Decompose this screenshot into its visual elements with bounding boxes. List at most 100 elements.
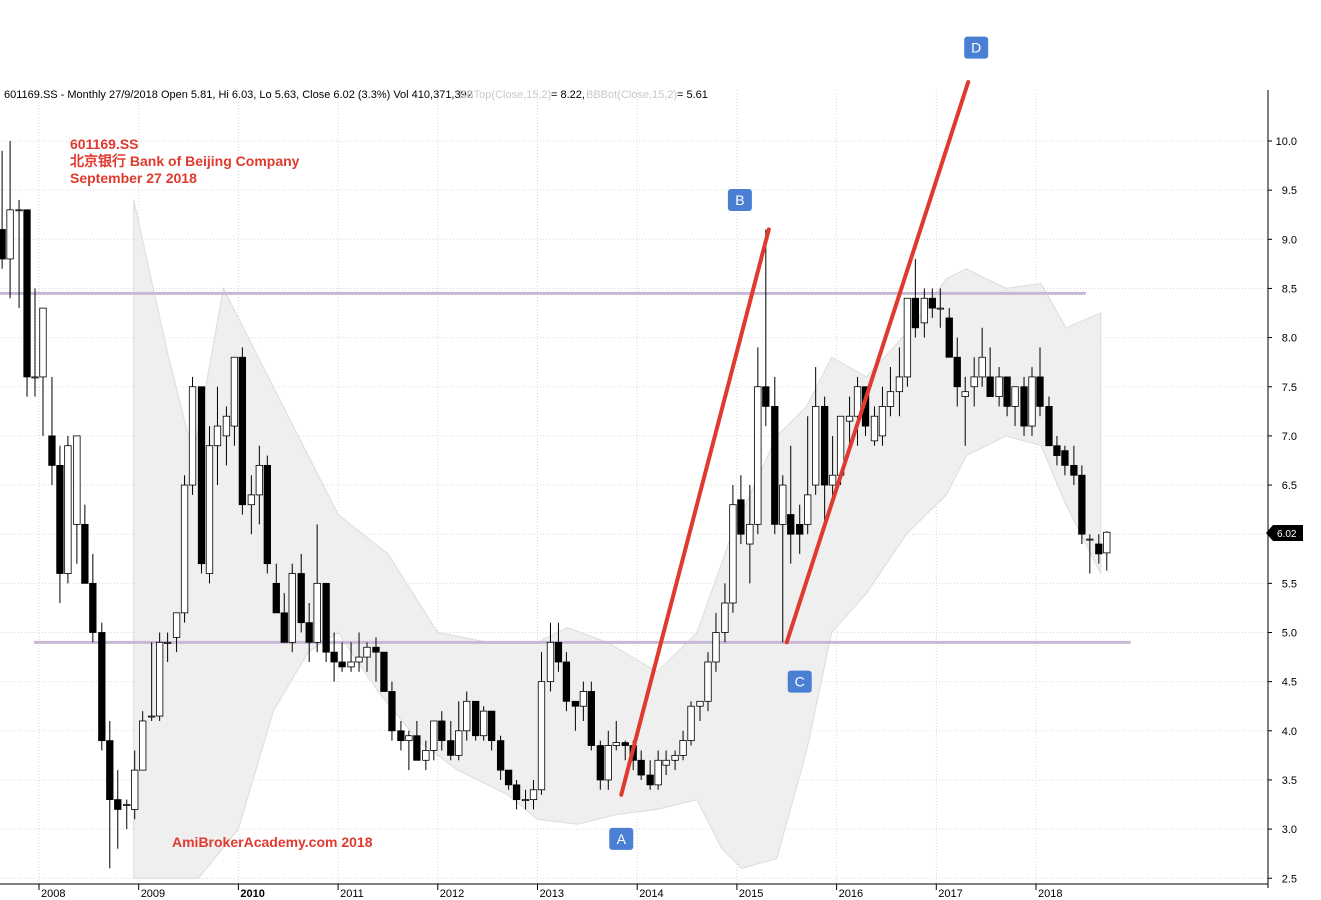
candle-body-up xyxy=(546,641,555,683)
candle xyxy=(804,416,812,535)
candle xyxy=(81,504,89,584)
candle-body-up xyxy=(729,504,737,604)
candle xyxy=(305,603,313,662)
candle-body-up xyxy=(978,356,986,378)
bbbot-value: = 5.61 xyxy=(677,89,708,101)
candle-body-down xyxy=(447,740,455,756)
candle xyxy=(512,779,521,810)
candle-body-down xyxy=(1061,450,1069,466)
candle-body-up xyxy=(612,742,620,746)
candle xyxy=(114,770,122,849)
watermark: AmiBrokerAcademy.com 2018 xyxy=(172,834,373,850)
candle xyxy=(430,720,438,761)
candle-body-down xyxy=(762,386,770,407)
candle xyxy=(870,406,879,446)
candle-body-up xyxy=(779,484,787,525)
candle-body-down xyxy=(1003,376,1011,407)
candle xyxy=(6,141,14,299)
candle xyxy=(579,681,588,721)
candle-body-down xyxy=(388,691,396,732)
candle xyxy=(380,651,388,692)
candle xyxy=(646,760,654,790)
candle xyxy=(180,475,189,623)
candle-body-up xyxy=(521,799,530,802)
candle-body-up xyxy=(155,641,164,717)
candle-body-down xyxy=(953,356,961,388)
candle-body-up xyxy=(148,715,156,718)
candle-body-up xyxy=(886,391,895,407)
candle xyxy=(696,700,704,721)
candle xyxy=(15,199,23,309)
candle-body-up xyxy=(654,759,662,786)
candle xyxy=(230,356,239,446)
y-axis-ticks: 2.53.03.54.04.55.05.56.06.57.07.58.08.59… xyxy=(1268,136,1297,885)
y-tick-label: 10.0 xyxy=(1276,136,1297,148)
candle-body-down xyxy=(796,523,804,535)
candle-body-up xyxy=(579,691,588,707)
x-tick-label: 2015 xyxy=(739,888,763,900)
candle xyxy=(537,652,546,795)
candle xyxy=(197,386,206,574)
y-tick-label: 4.5 xyxy=(1282,677,1297,689)
y-tick-label: 9.0 xyxy=(1282,234,1297,246)
candle-body-down xyxy=(106,740,114,801)
candle xyxy=(853,376,862,446)
candle-body-up xyxy=(746,523,754,545)
candle xyxy=(1078,465,1086,545)
candle xyxy=(521,789,530,810)
candle-body-up xyxy=(995,376,1003,397)
candle xyxy=(746,485,754,584)
candle xyxy=(1045,396,1053,447)
candle xyxy=(89,553,97,643)
symbol-info: 601169.SS - Monthly 27/9/2018 Open 5.81,… xyxy=(4,89,473,101)
candle-body-up xyxy=(355,656,363,663)
candle-body-down xyxy=(787,514,795,535)
candle-body-up xyxy=(288,573,296,643)
candle xyxy=(480,706,488,741)
candle-body-up xyxy=(73,435,81,525)
candle xyxy=(338,642,346,672)
candle xyxy=(1086,534,1094,574)
candle-body-down xyxy=(56,464,64,574)
candle xyxy=(98,622,106,751)
candle xyxy=(796,504,804,554)
candle-body-up xyxy=(180,484,189,614)
candle-body-up xyxy=(537,681,546,791)
candle-body-down xyxy=(263,464,271,565)
point-label-badge xyxy=(727,188,752,211)
candle-body-down xyxy=(397,730,405,742)
y-tick-label: 8.0 xyxy=(1282,333,1297,345)
candle-body-up xyxy=(662,759,670,766)
candle xyxy=(487,710,496,751)
candle-body-down xyxy=(1036,376,1044,407)
candle xyxy=(48,376,56,486)
candle xyxy=(247,475,256,535)
x-tick-label: 2017 xyxy=(938,888,962,900)
candle-body-down xyxy=(621,742,629,746)
x-tick-label: 2018 xyxy=(1038,888,1062,900)
candle xyxy=(886,367,895,417)
candle xyxy=(945,308,953,358)
candle-body-up xyxy=(480,710,488,737)
point-label-b: B xyxy=(727,188,752,211)
point-label-text: D xyxy=(971,40,981,56)
candle-body-down xyxy=(322,582,330,653)
candle xyxy=(1070,445,1078,486)
candles xyxy=(0,141,1111,869)
candle-body-down xyxy=(197,386,206,565)
x-tick-label: 2014 xyxy=(639,888,663,900)
trend-lines xyxy=(619,80,971,797)
candle xyxy=(447,720,455,761)
candle xyxy=(31,288,39,397)
candle-body-down xyxy=(646,774,654,786)
candle-body-down xyxy=(1070,464,1078,476)
candle xyxy=(413,720,421,761)
point-label-badge xyxy=(787,670,812,693)
candle-body-up xyxy=(804,494,812,525)
candle-body-up xyxy=(721,602,729,633)
point-label-d: D xyxy=(964,36,989,59)
candle xyxy=(571,700,580,731)
candle-body-down xyxy=(89,582,97,633)
candle-body-up xyxy=(671,754,679,761)
candle xyxy=(1003,376,1011,417)
